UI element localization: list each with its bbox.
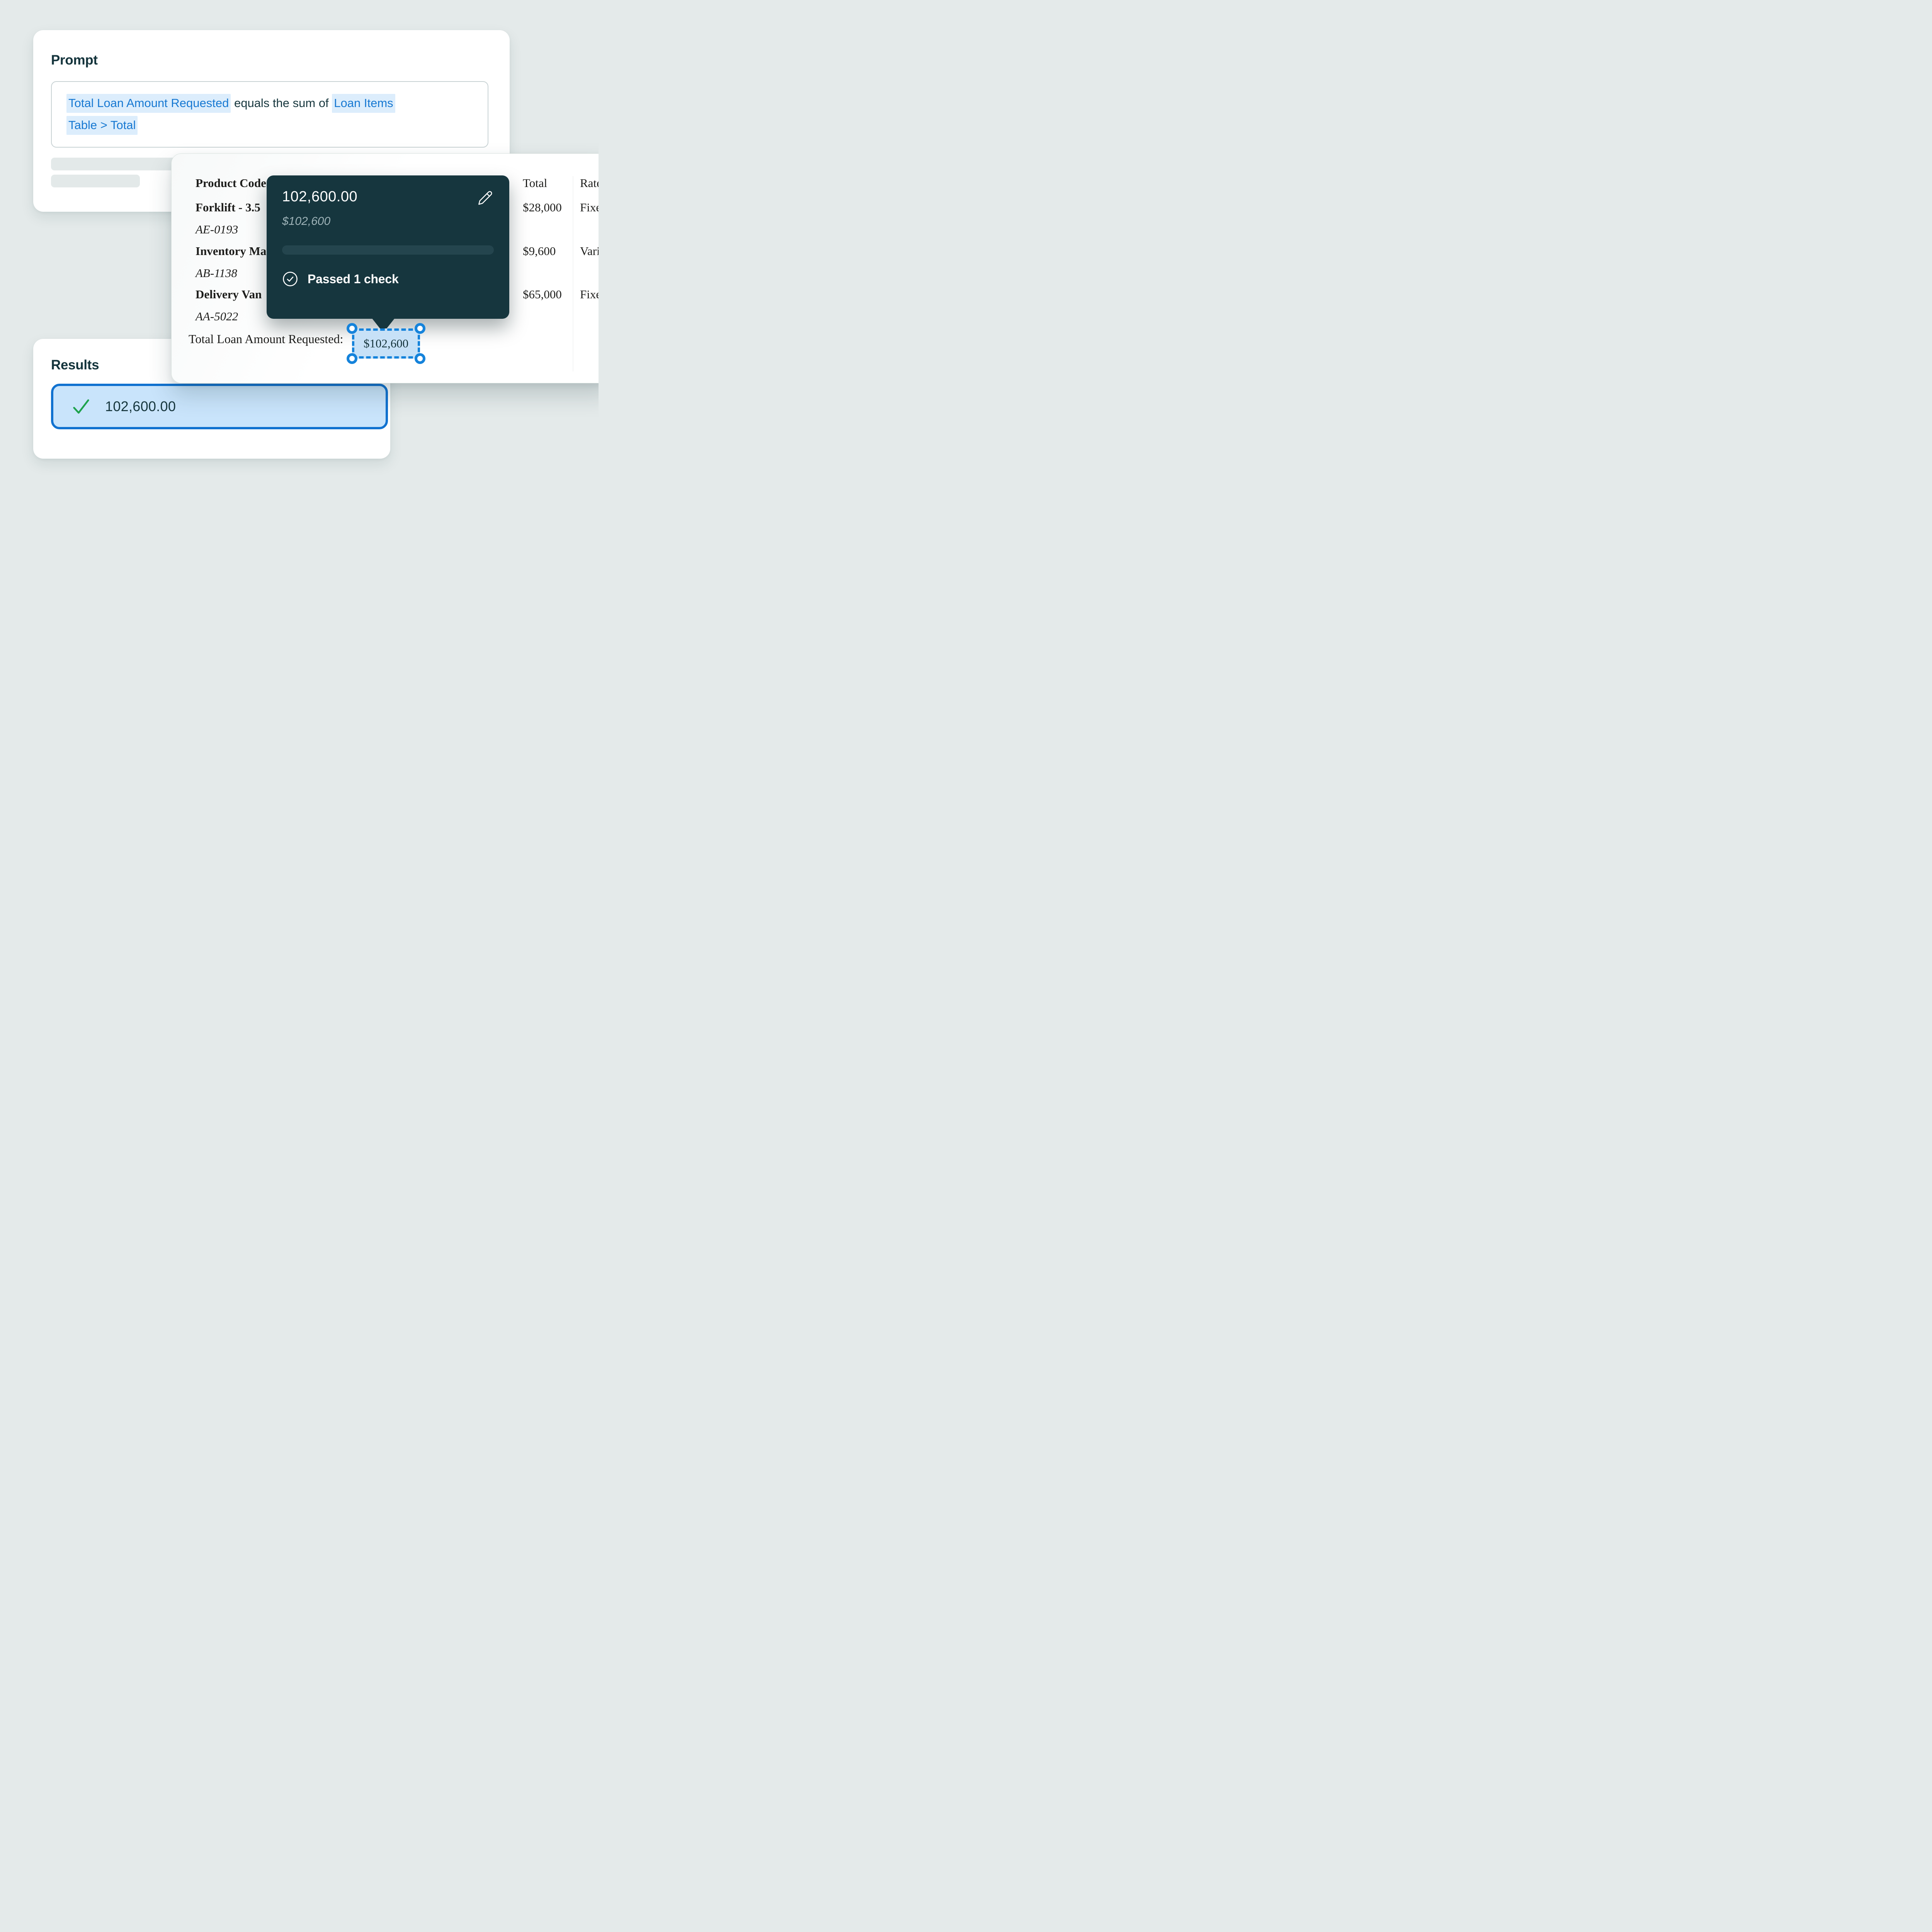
table-row-name: Forklift - 3.5 (196, 201, 260, 214)
field-tooltip: 102,600.00 $102,600 Passed 1 check (267, 175, 509, 319)
prompt-line-2: Table > Total (66, 114, 395, 136)
check-icon (71, 397, 91, 416)
table-row-name: Inventory Ma (196, 244, 267, 258)
table-row-total: $9,600 (523, 244, 556, 258)
table-row-rate: Fixed (580, 287, 599, 301)
table-row-name: Delivery Van (196, 287, 262, 301)
table-row-code: AB-1138 (196, 266, 237, 280)
field-selection-box[interactable]: $102,600 (347, 323, 425, 364)
selection-handle-se[interactable] (415, 353, 425, 364)
tooltip-extracted-value: 102,600.00 (282, 189, 358, 205)
page: Prompt Total Loan Amount Requested equal… (0, 0, 599, 478)
check-circle-icon (282, 271, 298, 287)
prompt-field-chip: Total Loan Amount Requested (66, 94, 231, 113)
selected-field-value: $102,600 (363, 337, 409, 350)
table-row-total: $65,000 (523, 287, 562, 301)
tooltip-status-row: Passed 1 check (282, 271, 399, 287)
column-header-rate: Rate (580, 176, 599, 190)
prompt-plain-text: equals the sum of (231, 96, 332, 110)
prompt-input[interactable]: Total Loan Amount Requested equals the s… (51, 81, 488, 148)
prompt-text: Total Loan Amount Requested equals the s… (66, 92, 395, 136)
table-row-code: AE-0193 (196, 223, 238, 236)
tooltip-status-text: Passed 1 check (308, 272, 399, 286)
results-title: Results (51, 357, 99, 372)
table-row-rate: Variable (580, 244, 599, 258)
results-value: 102,600.00 (105, 398, 176, 414)
selection-handle-ne[interactable] (415, 323, 425, 334)
prompt-line-1: Total Loan Amount Requested equals the s… (66, 92, 395, 114)
selection-handle-nw[interactable] (347, 323, 357, 334)
document-footer-label: Total Loan Amount Requested: (189, 332, 344, 346)
tooltip-source-value: $102,600 (282, 215, 331, 228)
selection-handle-sw[interactable] (347, 353, 357, 364)
tooltip-progress-bar (282, 245, 494, 255)
skeleton-bar (51, 175, 140, 187)
results-value-box: 102,600.00 (51, 384, 388, 429)
column-header-product-code: Product Code (196, 176, 266, 190)
pencil-icon[interactable] (478, 190, 493, 206)
column-header-total: Total (523, 176, 548, 190)
prompt-field-chip: Loan Items (332, 94, 395, 113)
table-row-code: AA-5022 (196, 310, 238, 323)
table-row-rate: Fixed (580, 201, 599, 214)
prompt-field-chip: Table > Total (66, 116, 138, 135)
table-row-total: $28,000 (523, 201, 562, 214)
prompt-title: Prompt (51, 53, 98, 68)
